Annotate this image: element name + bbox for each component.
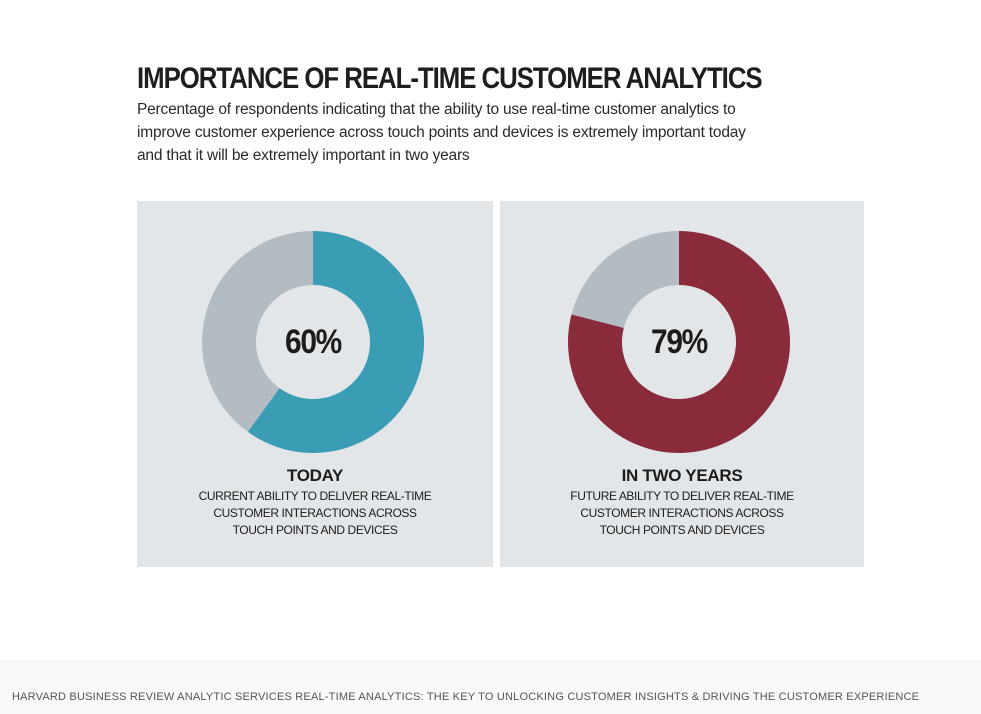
- two-years-panel: 79% IN TWO YEARS FUTURE ABILITY TO DELIV…: [500, 201, 864, 567]
- two-years-value-label: 79%: [651, 323, 708, 361]
- today-heading: TODAY: [286, 466, 344, 485]
- description-line: TOUCH POINTS AND DEVICES: [232, 523, 398, 537]
- description-line: CURRENT ABILITY TO DELIVER REAL-TIME: [198, 489, 432, 503]
- description-line: FUTURE ABILITY TO DELIVER REAL-TIME: [570, 489, 794, 503]
- chart-subtitle: Percentage of respondents indicating tha…: [137, 98, 857, 167]
- two-years-description: FUTURE ABILITY TO DELIVER REAL-TIME CUST…: [500, 488, 864, 539]
- today-donut-remainder-segment: [202, 231, 313, 432]
- description-line: CUSTOMER INTERACTIONS ACROSS: [580, 506, 784, 520]
- two-years-donut-remainder-segment: [571, 231, 679, 328]
- description-line: CUSTOMER INTERACTIONS ACROSS: [213, 506, 417, 520]
- today-panel: 60% TODAY CURRENT ABILITY TO DELIVER REA…: [137, 201, 493, 567]
- description-line: TOUCH POINTS AND DEVICES: [599, 523, 765, 537]
- chart-title: IMPORTANCE OF REAL-TIME CUSTOMER ANALYTI…: [137, 62, 763, 95]
- two-years-donut: [568, 231, 790, 453]
- today-value-label: 60%: [285, 323, 342, 361]
- subtitle-line: and that it will be extremely important …: [137, 147, 470, 164]
- subtitle-line: Percentage of respondents indicating tha…: [137, 101, 736, 118]
- today-donut-value-segment: [247, 231, 424, 454]
- figure-caption: HARVARD BUSINESS REVIEW ANALYTIC SERVICE…: [12, 691, 920, 703]
- chart-figure: IMPORTANCE OF REAL-TIME CUSTOMER ANALYTI…: [137, 62, 864, 567]
- caption-bar: [0, 660, 981, 714]
- today-donut: [202, 231, 424, 454]
- two-years-donut-value-segment: [568, 231, 790, 453]
- subtitle-line: improve customer experience across touch…: [137, 124, 746, 141]
- today-description: CURRENT ABILITY TO DELIVER REAL-TIME CUS…: [137, 488, 493, 539]
- two-years-heading: IN TWO YEARS: [621, 466, 743, 485]
